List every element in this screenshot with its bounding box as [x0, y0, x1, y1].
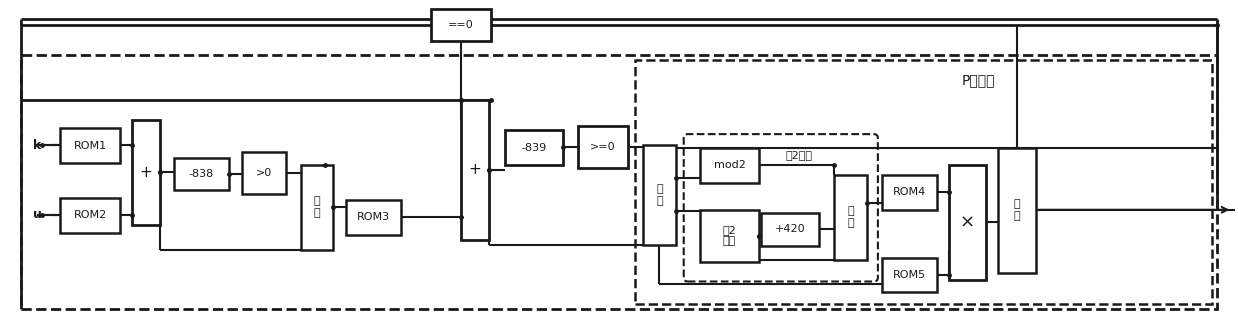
FancyBboxPatch shape — [61, 128, 120, 163]
FancyBboxPatch shape — [578, 126, 628, 168]
FancyBboxPatch shape — [881, 175, 937, 210]
FancyBboxPatch shape — [761, 213, 820, 246]
Text: -838: -838 — [188, 169, 214, 179]
FancyBboxPatch shape — [61, 198, 120, 233]
Text: 选
择: 选 择 — [847, 206, 854, 228]
Text: ==0: ==0 — [448, 20, 474, 30]
Text: >=0: >=0 — [591, 142, 615, 152]
FancyBboxPatch shape — [347, 200, 401, 235]
Text: 选
择: 选 择 — [1014, 200, 1020, 221]
FancyBboxPatch shape — [643, 145, 676, 244]
FancyBboxPatch shape — [132, 120, 160, 225]
Text: mod2: mod2 — [713, 160, 745, 170]
Text: ROM3: ROM3 — [357, 212, 390, 222]
Text: +: + — [468, 162, 482, 177]
Text: ROM1: ROM1 — [74, 141, 106, 151]
FancyBboxPatch shape — [948, 165, 987, 279]
FancyBboxPatch shape — [505, 130, 563, 165]
FancyBboxPatch shape — [431, 9, 490, 40]
Text: ROM4: ROM4 — [893, 187, 926, 197]
FancyBboxPatch shape — [301, 165, 333, 250]
FancyBboxPatch shape — [699, 210, 759, 261]
FancyBboxPatch shape — [173, 158, 229, 190]
Text: +420: +420 — [775, 224, 806, 234]
FancyBboxPatch shape — [998, 148, 1036, 273]
FancyBboxPatch shape — [881, 258, 937, 292]
Text: P值计算: P值计算 — [962, 73, 995, 87]
Text: k: k — [32, 139, 41, 152]
FancyBboxPatch shape — [834, 175, 867, 259]
FancyBboxPatch shape — [699, 148, 759, 183]
Text: 选
择: 选 择 — [656, 184, 662, 206]
Text: +: + — [140, 165, 152, 180]
Text: u: u — [32, 208, 41, 221]
Text: ROM5: ROM5 — [893, 270, 926, 280]
Bar — [21, 55, 1217, 309]
Text: 除2求模: 除2求模 — [786, 150, 812, 160]
Bar — [635, 60, 1212, 304]
FancyBboxPatch shape — [461, 100, 489, 240]
Text: >0: >0 — [256, 168, 272, 178]
Text: 选
择: 选 择 — [314, 197, 321, 218]
Text: ×: × — [959, 213, 976, 231]
Text: -839: -839 — [521, 142, 547, 153]
Text: ROM2: ROM2 — [73, 210, 106, 220]
FancyBboxPatch shape — [241, 152, 286, 194]
Text: 除2
取整: 除2 取整 — [723, 225, 737, 246]
